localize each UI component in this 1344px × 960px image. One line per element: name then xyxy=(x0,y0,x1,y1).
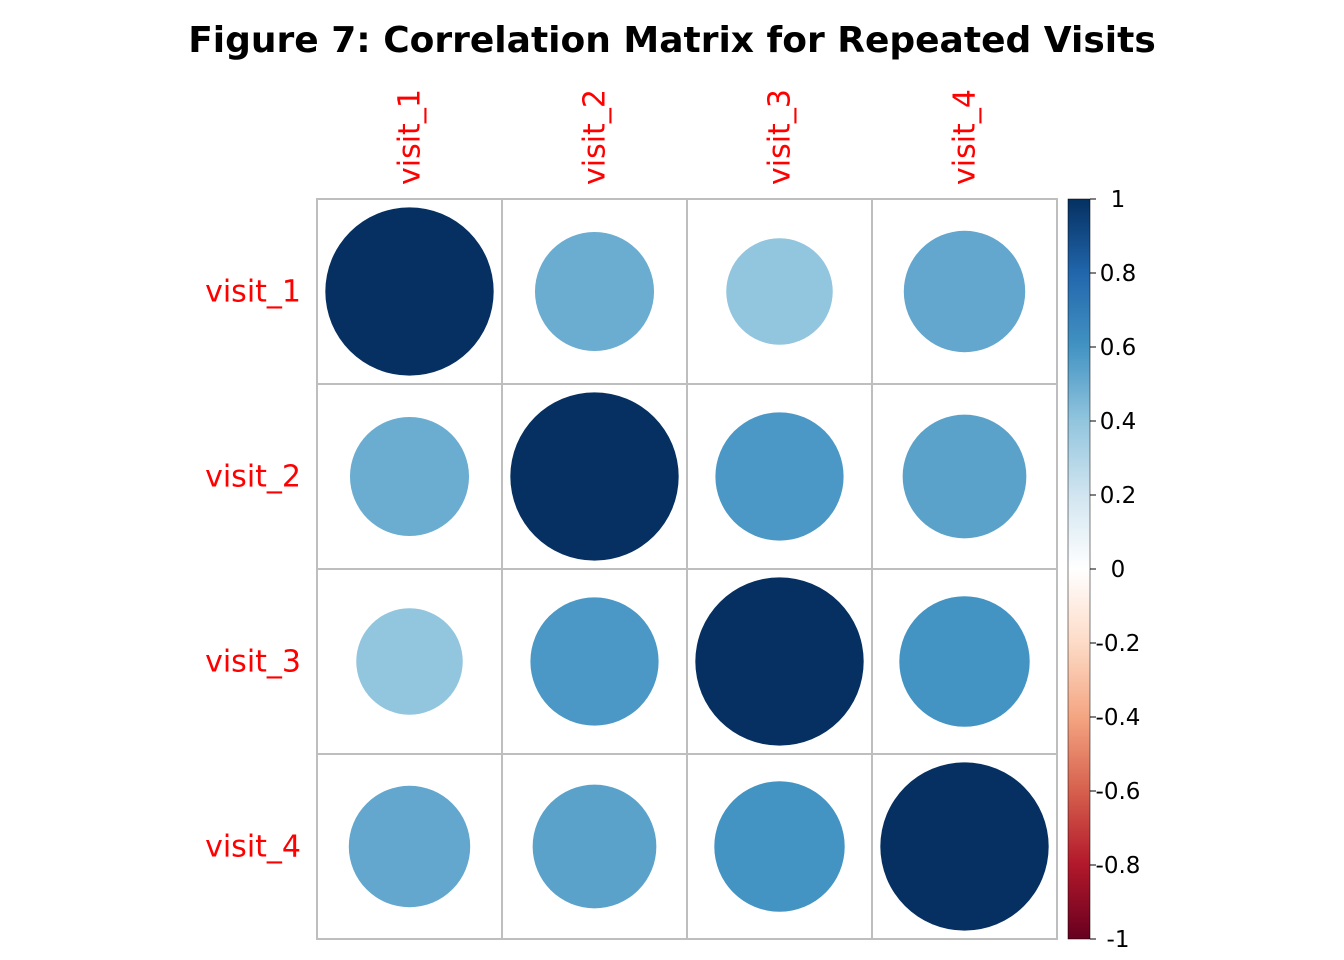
correlation-circle xyxy=(349,416,470,537)
legend-tick-label: 0.8 xyxy=(1100,261,1137,287)
correlation-circle xyxy=(880,762,1049,931)
legend-color-bar xyxy=(1067,198,1091,940)
row-labels: visit_1 visit_2 visit_3 visit_4 xyxy=(205,275,301,865)
column-label: visit_1 xyxy=(393,89,428,185)
column-labels: visit_1 visit_2 visit_3 visit_4 xyxy=(393,89,983,185)
legend-tick-label: 0.4 xyxy=(1100,409,1137,435)
legend-tick-label: 0.6 xyxy=(1100,335,1137,361)
correlation-circle xyxy=(715,412,844,541)
correlation-circle xyxy=(510,392,679,561)
column-label: visit_4 xyxy=(948,89,983,185)
correlation-circle xyxy=(534,231,655,352)
legend-tick-label: -0.2 xyxy=(1096,631,1141,657)
legend-tick-label: -1 xyxy=(1107,927,1130,953)
correlation-circle xyxy=(903,230,1026,353)
chart-title: Figure 7: Correlation Matrix for Repeate… xyxy=(188,20,1156,61)
legend-tick-label: 0.2 xyxy=(1100,483,1137,509)
legend-tick-label: 0 xyxy=(1111,557,1126,583)
correlation-circle xyxy=(325,207,494,376)
correlation-circle xyxy=(532,784,657,909)
legend-tick-label: -0.8 xyxy=(1096,853,1141,879)
row-label: visit_1 xyxy=(205,275,301,310)
correlation-circle xyxy=(902,414,1027,539)
legend-tick-label: -0.4 xyxy=(1096,705,1141,731)
correlation-circle xyxy=(348,785,471,908)
row-label: visit_4 xyxy=(205,830,301,865)
column-label: visit_2 xyxy=(578,89,613,185)
legend-tick-label: -0.6 xyxy=(1096,779,1141,805)
row-label: visit_3 xyxy=(205,645,301,680)
correlation-circle xyxy=(695,577,864,746)
correlation-circle xyxy=(726,238,833,345)
correlation-circle xyxy=(899,596,1030,727)
correlation-circles xyxy=(325,207,1049,931)
color-legend: 1 0.8 0.6 0.4 0.2 0 -0.2 -0.4 -0.6 -0.8 -1 xyxy=(1067,187,1141,953)
column-label: visit_3 xyxy=(763,89,798,185)
row-label: visit_2 xyxy=(205,460,301,495)
legend-tick-label: 1 xyxy=(1111,187,1126,213)
correlation-circle xyxy=(530,597,659,726)
correlation-circle xyxy=(356,608,463,715)
correlation-circle xyxy=(714,781,845,912)
